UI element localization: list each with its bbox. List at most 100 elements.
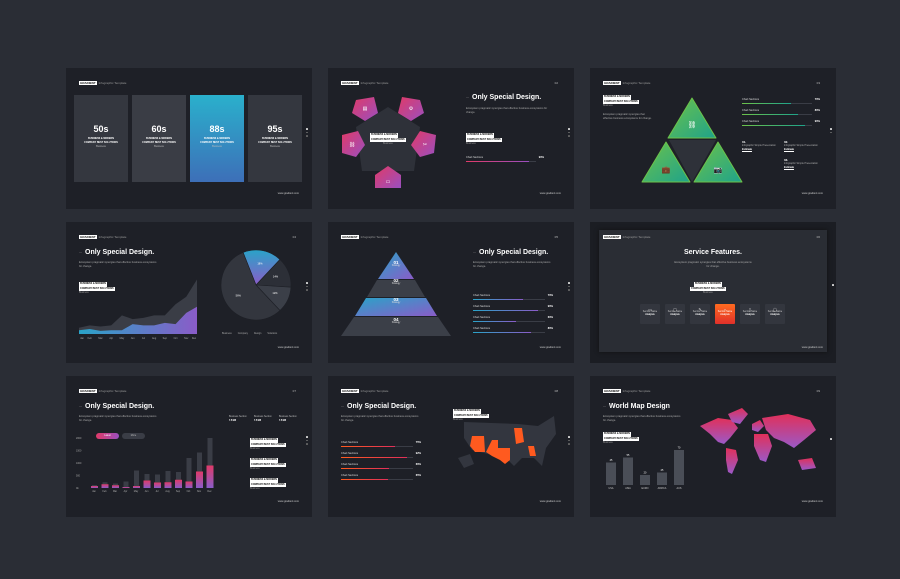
page-number: 04 — [292, 235, 296, 239]
progress-label: Chart Sections — [473, 294, 491, 297]
x-tick-label: Nov — [197, 490, 202, 493]
service-card[interactable]: ▭ Service Name Analysis — [640, 304, 660, 324]
card-subtitle: Business — [212, 145, 222, 148]
x-tick-label: USA — [609, 487, 614, 490]
x-tick-label: May — [120, 337, 125, 340]
stat-card: 95s BUSINESS & MODERN COMPANY BEST SOLUTIO… — [248, 95, 302, 182]
progress-label: Chart Sections — [473, 316, 491, 319]
bar-latest — [143, 480, 151, 488]
bar-chart: 0k 500 1000 1500 2000 Jan Feb Mar Apr May Jun Jul Au… — [76, 437, 214, 493]
globe-icon: ◯ — [772, 307, 778, 312]
region-bar — [657, 472, 667, 485]
slide-dots — [830, 438, 832, 442]
x-tick-label: Oct — [187, 490, 191, 493]
pie-chart: 18% 14% 12% 56% — [220, 249, 292, 321]
stat-item: Business Section 7.5438 — [279, 416, 297, 422]
slide-dots — [830, 128, 832, 135]
brand: GRADIENT Infographic Template — [341, 235, 388, 239]
brand: GRADIENT Infographic Template — [79, 235, 126, 239]
service-card[interactable]: ✎ Service Name Analysis — [690, 304, 710, 324]
bar-latest — [101, 484, 109, 488]
card-subtitle: Business — [270, 145, 280, 148]
brand-logo: GRADIENT — [603, 235, 621, 239]
company-label: BUSINESS & MODERN COMPANY BEST SOLUTIONS B… — [453, 409, 489, 421]
brand: GRADIENT Infographic Template — [341, 389, 388, 393]
footer-url: www.gradient.com — [801, 346, 823, 349]
info-item: 02. Infographic Simple Presentation Estima… — [784, 140, 818, 151]
slide-thumbnail-3[interactable]: GRADIENT Infographic Template 03 BUSINESS… — [590, 68, 836, 209]
pie-label: 14% — [273, 274, 279, 278]
area-series — [79, 306, 197, 334]
slide-title: Only Special Design. — [341, 403, 416, 410]
legend-item: Design — [253, 332, 262, 335]
bar-latest — [122, 487, 130, 488]
service-card[interactable]: ▢ Service Name Analysis — [665, 304, 685, 324]
slide-description: Ecosystem pragmatic synergies that effec… — [341, 415, 419, 423]
legend-item: Business — [222, 332, 232, 335]
progress-label: Chart Sections — [742, 120, 760, 123]
service-card[interactable]: ▯ Service Name Analysis — [740, 304, 760, 324]
bar-latest — [164, 482, 172, 488]
company-label: BUSINESS & MODERN COMPANY BEST SOLUTIONS B… — [250, 478, 286, 490]
x-tick-label: Nov — [184, 337, 189, 340]
pyramid-level: 02 Strategy — [391, 278, 401, 285]
bar-value-label: 55 — [627, 454, 630, 457]
brand-subtitle: Infographic Template — [98, 389, 127, 393]
stat-card: 88s BUSINESS & MODERN COMPANY BEST SOLUTIO… — [190, 95, 244, 182]
bar-latest — [185, 481, 193, 488]
service-card[interactable]: ⌕ Service Name Analysis — [715, 304, 735, 324]
slide-dots — [568, 282, 570, 293]
legend-more-button[interactable]: More — [122, 433, 145, 439]
x-tick-label: Apr — [124, 490, 128, 493]
service-card[interactable]: ◯ Service Name Analysis — [765, 304, 785, 324]
x-tick-label: Dec — [207, 490, 212, 493]
brand: GRADIENT Infographic Template — [603, 81, 650, 85]
area-series — [79, 279, 197, 334]
progress-value: 75% — [415, 441, 421, 444]
footer-url: www.gradient.com — [539, 500, 561, 503]
region-bar — [674, 450, 684, 485]
slide-dots — [306, 282, 308, 293]
x-tick-label: Jul — [155, 490, 159, 493]
slide-description: Ecosystem pragmatic synergies that effec… — [79, 415, 157, 423]
y-tick-label: 2000 — [76, 437, 82, 440]
legend-item: Company — [237, 332, 248, 335]
bar-more — [197, 452, 202, 488]
brand-logo: GRADIENT — [79, 235, 97, 239]
page-number: 03 — [816, 81, 820, 85]
company-label: BUSINESS & MODERN COMPANY BEST SOLUTIONS B… — [466, 133, 502, 145]
bar-value-label: 70 — [678, 447, 681, 450]
slide-thumbnail-6[interactable]: GRADIENT Infographic Template 06 Service … — [590, 222, 836, 363]
x-tick-label: AUS — [677, 487, 682, 490]
footer-url: www.gradient.com — [539, 346, 561, 349]
state-highlight — [470, 436, 485, 452]
footer-url: www.gradient.com — [277, 346, 299, 349]
pyramid-level: 01 Strategy — [391, 260, 401, 267]
bar-latest — [175, 479, 182, 488]
card-title: BUSINESS & MODERN COMPANY BEST SOLUTIONS — [200, 137, 234, 144]
x-tick-label: Feb — [88, 337, 93, 340]
slide-thumbnail-1[interactable]: GRADIENT Infographic Template www.gradien… — [66, 68, 312, 209]
svg-text:⛓: ⛓ — [349, 141, 355, 148]
progress-label: Chart Sections — [341, 463, 359, 466]
svg-text:▭: ▭ — [386, 179, 391, 185]
book-icon: ▯ — [748, 307, 752, 312]
svg-text:✂: ✂ — [423, 142, 427, 148]
legend-latest-button[interactable]: Latest — [96, 433, 119, 439]
bar-latest — [91, 486, 98, 488]
progress-bar: Chart Sections 80% — [742, 109, 820, 119]
y-tick-label: 1000 — [76, 462, 82, 465]
info-item: 01. Infographic Simple Presentation Estima… — [742, 140, 776, 151]
progress-label: Chart Sections — [742, 98, 760, 101]
x-tick-label: Feb — [102, 490, 107, 493]
bar-more — [134, 470, 139, 488]
x-tick-label: Aug — [165, 490, 170, 493]
slide-thumbnail-2[interactable]: GRADIENT Infographic Template 02 ▤ ⚙ ⛓ ✂ … — [328, 68, 574, 209]
progress-label: Chart Sections — [341, 474, 359, 477]
brand-subtitle: Infographic Template — [622, 81, 651, 85]
